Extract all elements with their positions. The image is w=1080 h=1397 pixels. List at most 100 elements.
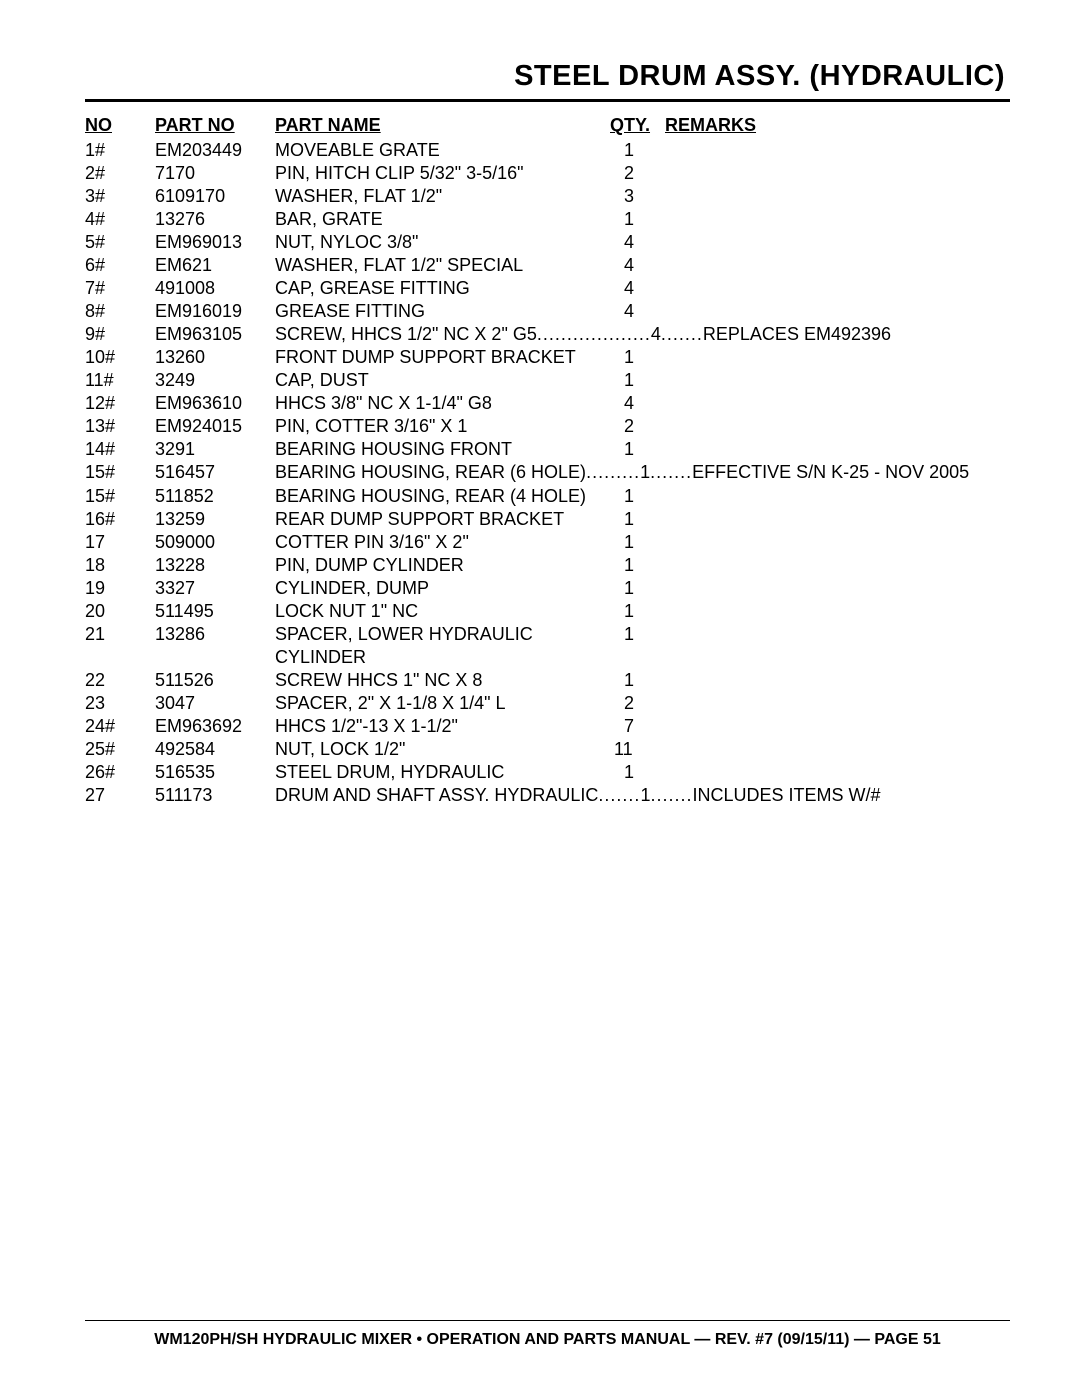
cell-qty: 4 [610, 277, 665, 300]
cell-partname: COTTER PIN 3/16" X 2" [275, 531, 610, 554]
cell-partno: 511852 [155, 485, 275, 508]
cell-partname: LOCK NUT 1" NC [275, 600, 610, 623]
cell-partno: EM203449 [155, 139, 275, 162]
cell-remarks: REPLACES EM492396 [703, 323, 891, 346]
header-remarks: REMARKS [665, 114, 1010, 137]
cell-no: 10# [85, 346, 155, 369]
cell-partno: 3047 [155, 692, 275, 715]
cell-no: 23 [85, 692, 155, 715]
cell-qty: 2 [610, 415, 665, 438]
cell-partno: 13259 [155, 508, 275, 531]
cell-no: 7# [85, 277, 155, 300]
table-row: 1#EM203449MOVEABLE GRATE1 [85, 139, 1010, 162]
cell-partno: 13260 [155, 346, 275, 369]
table-row: 25#492584NUT, LOCK 1/2"11 [85, 738, 1010, 761]
cell-no: 20 [85, 600, 155, 623]
cell-partname: SPACER, 2" X 1-1/8 X 1/4" L [275, 692, 610, 715]
cell-partno: 491008 [155, 277, 275, 300]
table-row: 16#13259REAR DUMP SUPPORT BRACKET1 [85, 508, 1010, 531]
cell-no: 9# [85, 323, 155, 346]
table-row: 9#EM963105SCREW, HHCS 1/2" NC X 2" G5 ..… [85, 323, 1010, 346]
cell-no: 1# [85, 139, 155, 162]
cell-partname: GREASE FITTING [275, 300, 610, 323]
cell-qty: 1 [610, 577, 665, 600]
cell-partno: 13228 [155, 554, 275, 577]
cell-qty: 1 [610, 531, 665, 554]
cell-partname: FRONT DUMP SUPPORT BRACKET [275, 346, 610, 369]
cell-partno: 3249 [155, 369, 275, 392]
cell-remarks [665, 254, 1010, 277]
cell-remarks [665, 623, 1010, 669]
cell-no: 27 [85, 784, 155, 807]
cell-no: 15# [85, 461, 155, 484]
cell-qty: 1 [610, 485, 665, 508]
table-row: 7#491008CAP, GREASE FITTING4 [85, 277, 1010, 300]
cell-partname: CAP, GREASE FITTING [275, 277, 610, 300]
table-body: 1#EM203449MOVEABLE GRATE12#7170PIN, HITC… [85, 139, 1010, 807]
dots-leader: ....... [661, 323, 703, 346]
cell-partno: EM621 [155, 254, 275, 277]
cell-remarks [665, 162, 1010, 185]
cell-remarks [665, 438, 1010, 461]
cell-qty: 1 [640, 461, 650, 484]
cell-remarks [665, 761, 1010, 784]
cell-qty: 1 [610, 508, 665, 531]
cell-no: 12# [85, 392, 155, 415]
cell-remarks [665, 600, 1010, 623]
cell-remarks [665, 392, 1010, 415]
cell-no: 24# [85, 715, 155, 738]
cell-remarks [665, 346, 1010, 369]
table-row: 233047SPACER, 2" X 1-1/8 X 1/4" L2 [85, 692, 1010, 715]
cell-no: 6# [85, 254, 155, 277]
cell-no: 21 [85, 623, 155, 669]
table-row: 24#EM963692HHCS 1/2"-13 X 1-1/2"7 [85, 715, 1010, 738]
cell-no: 2# [85, 162, 155, 185]
cell-partno: 511526 [155, 669, 275, 692]
table-row: 22511526SCREW HHCS 1" NC X 81 [85, 669, 1010, 692]
header-partname: PART NAME [275, 114, 610, 137]
cell-no: 13# [85, 415, 155, 438]
table-header-row: NO PART NO PART NAME QTY. REMARKS [85, 114, 1010, 137]
table-row: 15#516457BEARING HOUSING, REAR (6 HOLE) … [85, 461, 1010, 484]
cell-partno: 492584 [155, 738, 275, 761]
page-title: STEEL DRUM ASSY. (HYDRAULIC) [85, 60, 1010, 93]
cell-partname: BEARING HOUSING, REAR (4 HOLE) [275, 485, 610, 508]
cell-partname: WASHER, FLAT 1/2" [275, 185, 610, 208]
header-partno: PART NO [155, 114, 275, 137]
cell-qty: 7 [610, 715, 665, 738]
cell-no: 15# [85, 485, 155, 508]
cell-remarks [665, 277, 1010, 300]
cell-partname: DRUM AND SHAFT ASSY. HYDRAULIC [275, 784, 598, 807]
cell-partno: EM924015 [155, 415, 275, 438]
cell-no: 8# [85, 300, 155, 323]
cell-remarks: INCLUDES ITEMS W/# [692, 784, 880, 807]
table-row: 14#3291BEARING HOUSING FRONT1 [85, 438, 1010, 461]
cell-partname: BEARING HOUSING FRONT [275, 438, 610, 461]
cell-partno: EM963105 [155, 323, 275, 346]
cell-partno: EM963610 [155, 392, 275, 415]
table-row: 193327CYLINDER, DUMP1 [85, 577, 1010, 600]
cell-partno: EM969013 [155, 231, 275, 254]
dots-leader: ......... [586, 461, 640, 484]
cell-remarks [665, 231, 1010, 254]
cell-partname: STEEL DRUM, HYDRAULIC [275, 761, 610, 784]
table-row: 6#EM621WASHER, FLAT 1/2" SPECIAL4 [85, 254, 1010, 277]
cell-partname: WASHER, FLAT 1/2" SPECIAL [275, 254, 610, 277]
footer-text: WM120PH/SH HYDRAULIC MIXER • OPERATION A… [85, 1331, 1010, 1349]
cell-partname: PIN, HITCH CLIP 5/32" 3-5/16" [275, 162, 610, 185]
cell-qty: 2 [610, 162, 665, 185]
cell-qty: 1 [610, 346, 665, 369]
cell-remarks [665, 300, 1010, 323]
cell-qty: 4 [610, 300, 665, 323]
cell-partname: REAR DUMP SUPPORT BRACKET [275, 508, 610, 531]
table-row: 15#511852BEARING HOUSING, REAR (4 HOLE)1 [85, 485, 1010, 508]
cell-remarks [665, 185, 1010, 208]
cell-no: 22 [85, 669, 155, 692]
cell-partname: SCREW, HHCS 1/2" NC X 2" G5 [275, 323, 537, 346]
cell-partno: 511173 [155, 784, 275, 807]
table-row: 26#516535STEEL DRUM, HYDRAULIC1 [85, 761, 1010, 784]
cell-remarks [665, 208, 1010, 231]
cell-qty: 3 [610, 185, 665, 208]
table-row: 17509000COTTER PIN 3/16" X 2"1 [85, 531, 1010, 554]
cell-qty: 1 [610, 600, 665, 623]
